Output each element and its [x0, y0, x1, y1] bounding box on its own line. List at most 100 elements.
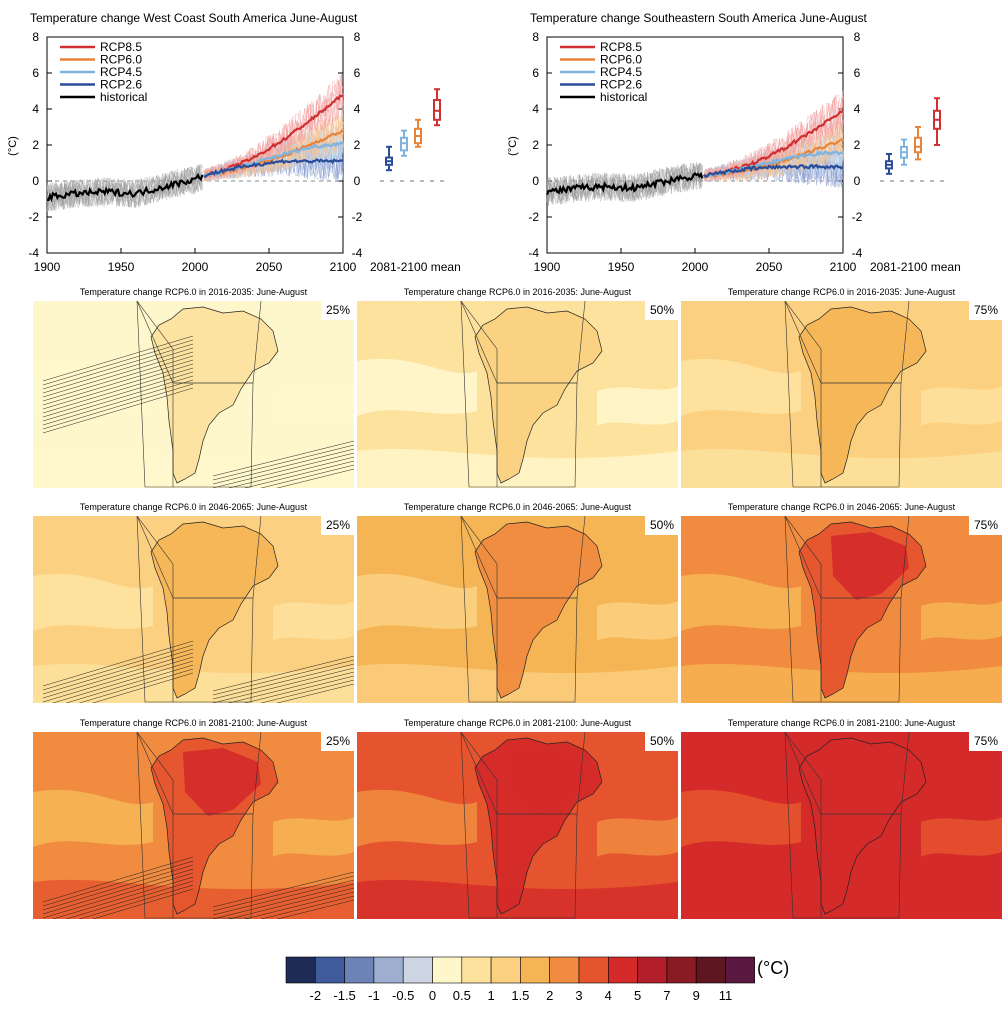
hatch-line	[228, 456, 354, 488]
boxplot-rcp85	[433, 88, 441, 127]
hatch-line	[42, 872, 194, 919]
y-tick-label: 4	[32, 102, 39, 116]
percentile-label: 50%	[644, 732, 678, 751]
field-contour	[921, 817, 1002, 857]
significance-hatching	[42, 856, 354, 919]
region-outline	[784, 301, 910, 384]
boxplot-rcp45	[900, 138, 908, 166]
map-title: Temperature change RCP6.0 in 2046-2065: …	[79, 502, 308, 512]
field-contour-land	[475, 522, 602, 698]
significance-hatching	[42, 640, 354, 703]
hatch-line	[42, 347, 194, 394]
ensemble-member-line	[203, 80, 344, 180]
hatch-line	[42, 656, 194, 703]
y-tick-label-right: -2	[352, 210, 363, 224]
map-panel: 50%	[357, 732, 678, 919]
x-tick-label: 2050	[256, 260, 283, 274]
ensemble-member-line	[203, 74, 344, 181]
region-west-coast	[784, 516, 822, 703]
y-tick-label-right: 4	[354, 102, 361, 116]
region-outline	[784, 732, 910, 815]
hatch-line	[212, 452, 354, 488]
legend-entry: RCP6.0	[100, 53, 142, 67]
percentile-label: 25%	[320, 516, 354, 535]
hatch-line	[65, 880, 194, 919]
map-panel: 50%	[357, 516, 678, 703]
map-field	[33, 516, 354, 703]
percentile-label: 25%	[320, 732, 354, 751]
region-west-coast	[784, 732, 822, 919]
chart-title: Temperature change West Coast South Amer…	[30, 11, 358, 25]
map-field	[33, 301, 354, 488]
hatch-line	[42, 652, 194, 699]
map-field	[357, 516, 678, 703]
map-title: Temperature change RCP6.0 in 2016-2035: …	[403, 287, 632, 297]
hatch-line	[244, 891, 354, 919]
region-west-coast	[460, 516, 498, 703]
map-field	[681, 732, 1002, 919]
map-field	[357, 732, 678, 919]
y-tick-label-right: 6	[354, 66, 361, 80]
hatch-line	[92, 672, 194, 703]
hatch-line	[276, 468, 354, 488]
colorbar-tick-label: -2	[309, 988, 322, 1003]
field-contour	[33, 573, 153, 631]
percentile-label: 75%	[968, 301, 1002, 320]
hatch-line	[260, 895, 354, 919]
hatch-line	[78, 668, 194, 703]
hatch-line	[65, 664, 194, 703]
x-tick-label: 2050	[756, 260, 783, 274]
field-contour	[681, 358, 801, 416]
colorbar: (°C) -2 -1.5 -1 -0.5 0 0.5 1 1.5 2 3 4 5 7 9 11	[285, 956, 805, 1016]
map-field	[357, 301, 678, 488]
field-contour	[597, 817, 678, 857]
region-outline	[136, 732, 262, 815]
region-outline	[784, 516, 910, 599]
y-tick-label-right: 2	[354, 138, 361, 152]
y-tick-label-right: 0	[854, 174, 861, 188]
hatch-line	[42, 868, 194, 915]
hatch-line	[42, 371, 194, 418]
x-tick-label: 1950	[108, 260, 135, 274]
map-title: Temperature change RCP6.0 in 2081-2100: …	[727, 718, 956, 728]
colorbar-swatch	[666, 956, 697, 984]
map-field	[33, 732, 354, 919]
y-tick-label-right: -4	[852, 246, 863, 260]
series-line-historical	[545, 171, 704, 196]
colorbar-unit: (°C)	[757, 958, 790, 978]
legend-entry: RCP4.5	[600, 65, 642, 79]
legend-entry: RCP2.6	[600, 78, 642, 92]
colorbar-swatch	[432, 956, 463, 984]
map-field	[681, 301, 1002, 488]
x-tick-label: 2000	[182, 260, 209, 274]
hatch-line	[42, 355, 194, 402]
map-panel: 75%	[681, 301, 1002, 488]
field-contour-land-core	[831, 748, 909, 816]
colorbar-tick-label: 1.5	[511, 988, 530, 1003]
field-contour	[597, 601, 678, 641]
significance-hatching	[42, 335, 354, 488]
y-tick-label: 0	[532, 174, 539, 188]
hatch-line	[244, 675, 354, 703]
box-label: 2081-2100 mean	[370, 260, 461, 274]
colorbar-swatch	[549, 956, 580, 984]
field-contour	[273, 817, 354, 857]
hatch-line	[212, 871, 354, 908]
field-contour-land	[799, 307, 926, 483]
hatch-line	[228, 671, 354, 703]
boxplot-rcp26	[385, 145, 393, 172]
colorbar-tick-label: 11	[718, 988, 733, 1003]
colorbar-tick-label: 3	[575, 988, 583, 1003]
map-title: Temperature change RCP6.0 in 2046-2065: …	[403, 502, 632, 512]
y-tick-label: -2	[528, 210, 539, 224]
hatch-line	[42, 860, 194, 907]
field-contour-land-core	[507, 748, 585, 816]
y-tick-label: 6	[532, 66, 539, 80]
x-tick-label: 2100	[330, 260, 357, 274]
hatch-line	[42, 640, 194, 687]
hatch-line	[42, 379, 194, 426]
field-contour	[921, 386, 1002, 426]
hatch-line	[260, 679, 354, 703]
y-tick-label: 4	[532, 102, 539, 116]
x-tick-label: 1950	[608, 260, 635, 274]
